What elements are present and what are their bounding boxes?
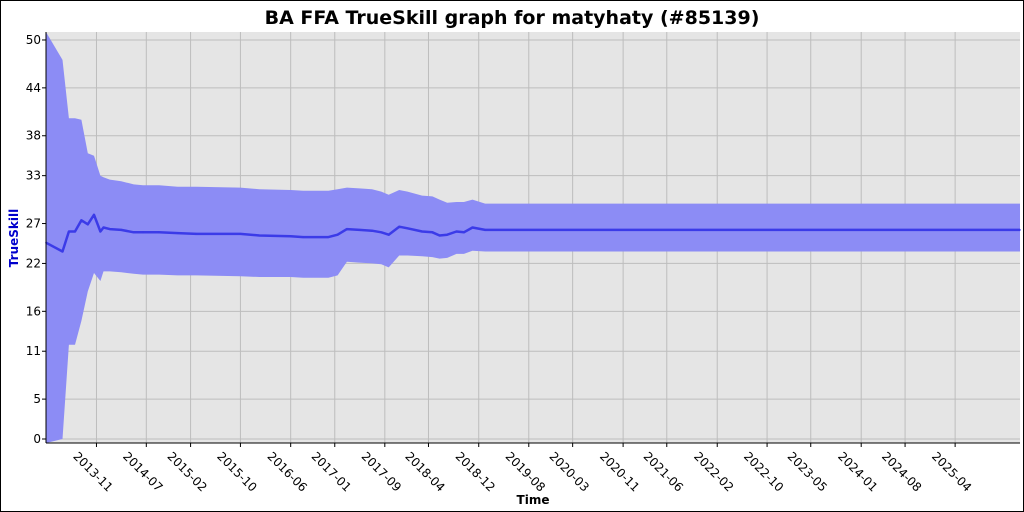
data-point	[132, 231, 135, 234]
data-point	[258, 234, 261, 237]
y-tick-label: 5	[33, 392, 41, 406]
data-point	[398, 225, 401, 228]
data-point	[406, 227, 409, 230]
data-point	[61, 250, 64, 253]
data-point	[74, 230, 76, 233]
data-point	[438, 234, 441, 237]
data-point	[80, 219, 83, 222]
y-tick-label: 16	[26, 304, 41, 318]
data-point	[87, 223, 89, 226]
data-point	[109, 228, 111, 230]
data-point	[484, 229, 486, 231]
data-point	[421, 230, 423, 233]
data-point	[380, 231, 383, 234]
y-tick-label: 22	[26, 256, 41, 270]
data-point	[289, 235, 292, 238]
data-point	[446, 233, 449, 236]
y-tick-label: 27	[26, 217, 41, 231]
data-point	[68, 230, 70, 233]
y-tick-label: 11	[26, 344, 41, 358]
x-axis-label: Time	[517, 493, 550, 507]
data-point	[387, 233, 390, 236]
y-axis-label: TrueSkill	[7, 209, 21, 267]
data-point	[142, 231, 144, 234]
data-point	[195, 233, 198, 235]
data-point	[431, 231, 434, 234]
uncertainty-band	[46, 32, 1020, 443]
data-point	[99, 230, 102, 233]
data-point	[239, 233, 242, 235]
y-tick-label: 38	[26, 129, 41, 143]
y-tick-label: 50	[26, 33, 41, 47]
data-point	[93, 214, 95, 216]
data-point	[1019, 229, 1021, 231]
data-point	[120, 229, 122, 231]
y-tick-label: 44	[26, 81, 41, 95]
y-tick-label: 33	[26, 169, 41, 183]
data-point	[358, 229, 361, 231]
data-point	[158, 231, 160, 234]
data-point	[455, 230, 458, 233]
y-axis-ticks: 0 5 11 16 22 27 33 38 44 50	[26, 32, 47, 446]
chart-title: BA FFA TrueSkill graph for matyhaty (#85…	[265, 7, 760, 29]
y-tick-label: 0	[33, 432, 41, 446]
data-point	[102, 226, 105, 229]
trueskill-mean-line	[45, 213, 1020, 253]
data-point	[471, 226, 474, 229]
data-point	[177, 232, 179, 234]
data-point	[336, 233, 339, 236]
data-point	[371, 229, 373, 232]
data-point	[463, 231, 465, 234]
data-point	[327, 236, 330, 238]
data-point	[346, 228, 348, 230]
data-point	[302, 236, 305, 238]
